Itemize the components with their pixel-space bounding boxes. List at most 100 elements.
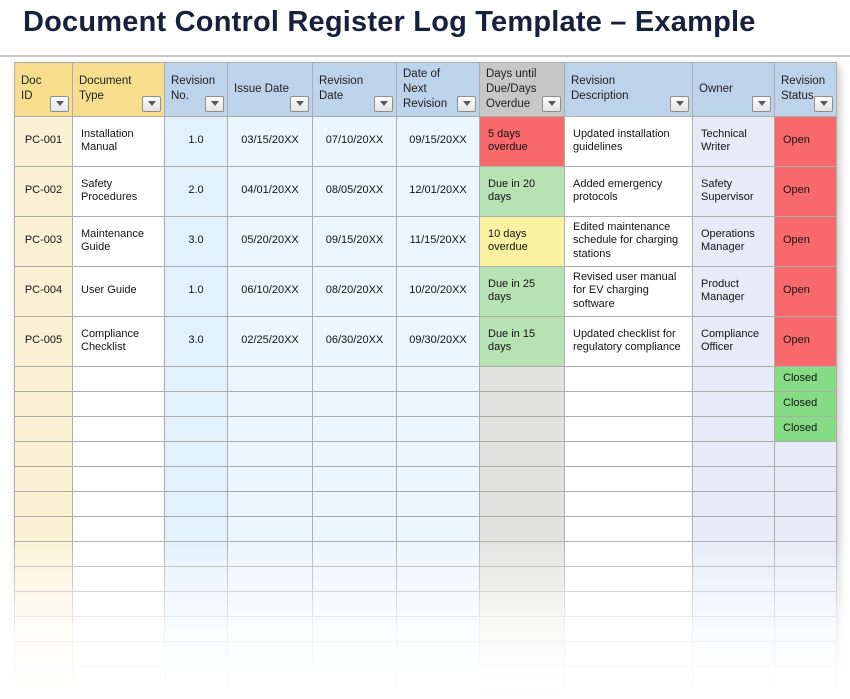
- cell-next-revision[interactable]: [396, 615, 480, 642]
- cell-document-type[interactable]: [72, 390, 165, 417]
- cell-revision-date[interactable]: [312, 390, 397, 417]
- cell-revision-no[interactable]: [164, 565, 228, 592]
- cell-description[interactable]: Updated checklist for regulatory complia…: [564, 315, 693, 367]
- cell-days-until[interactable]: Due in 25 days: [479, 265, 565, 317]
- cell-next-revision[interactable]: 09/15/20XX: [396, 115, 480, 167]
- cell-next-revision[interactable]: [396, 440, 480, 467]
- cell-owner[interactable]: Compliance Officer: [692, 315, 775, 367]
- cell-owner[interactable]: [692, 440, 775, 467]
- cell-document-type[interactable]: [72, 515, 165, 542]
- cell-document-type[interactable]: [72, 540, 165, 567]
- cell-owner[interactable]: [692, 515, 775, 542]
- cell-issue-date[interactable]: [227, 565, 313, 592]
- cell-document-type[interactable]: [72, 415, 165, 442]
- filter-dropdown-button[interactable]: [670, 95, 689, 112]
- cell-revision-no[interactable]: 3.0: [164, 215, 228, 267]
- cell-document-type[interactable]: Compliance Checklist: [72, 315, 165, 367]
- cell-doc-id[interactable]: [14, 365, 73, 392]
- cell-issue-date[interactable]: [227, 390, 313, 417]
- cell-doc-id[interactable]: [14, 615, 73, 642]
- cell-description[interactable]: Updated installation guidelines: [564, 115, 693, 167]
- cell-revision-no[interactable]: [164, 440, 228, 467]
- cell-doc-id[interactable]: [14, 465, 73, 492]
- cell-document-type[interactable]: [72, 465, 165, 492]
- cell-revision-no[interactable]: [164, 615, 228, 642]
- cell-revision-status[interactable]: [774, 565, 837, 592]
- cell-doc-id[interactable]: [14, 515, 73, 542]
- cell-revision-date[interactable]: [312, 615, 397, 642]
- filter-dropdown-button[interactable]: [457, 95, 476, 112]
- cell-description[interactable]: [564, 365, 693, 392]
- cell-description[interactable]: [564, 465, 693, 492]
- cell-next-revision[interactable]: [396, 365, 480, 392]
- cell-issue-date[interactable]: [227, 665, 313, 692]
- cell-revision-status[interactable]: [774, 540, 837, 567]
- cell-doc-id[interactable]: [14, 565, 73, 592]
- cell-revision-no[interactable]: 1.0: [164, 115, 228, 167]
- cell-description[interactable]: [564, 440, 693, 467]
- cell-days-until[interactable]: [479, 615, 565, 642]
- cell-document-type[interactable]: User Guide: [72, 265, 165, 317]
- cell-issue-date[interactable]: [227, 440, 313, 467]
- column-header-next-revision[interactable]: Date of Next Revision: [396, 62, 480, 117]
- cell-days-until[interactable]: 10 days overdue: [479, 215, 565, 267]
- cell-issue-date[interactable]: [227, 590, 313, 617]
- cell-revision-status[interactable]: Closed: [774, 365, 837, 392]
- cell-issue-date[interactable]: [227, 540, 313, 567]
- cell-days-until[interactable]: [479, 540, 565, 567]
- filter-dropdown-button[interactable]: [205, 95, 224, 112]
- cell-owner[interactable]: [692, 615, 775, 642]
- cell-revision-status[interactable]: Open: [774, 265, 837, 317]
- cell-issue-date[interactable]: 03/15/20XX: [227, 115, 313, 167]
- cell-revision-no[interactable]: [164, 465, 228, 492]
- cell-issue-date[interactable]: [227, 640, 313, 667]
- column-header-doc-id[interactable]: Doc ID: [14, 62, 73, 117]
- filter-dropdown-button[interactable]: [542, 95, 561, 112]
- cell-issue-date[interactable]: 05/20/20XX: [227, 215, 313, 267]
- cell-description[interactable]: [564, 665, 693, 692]
- cell-revision-no[interactable]: [164, 415, 228, 442]
- cell-revision-no[interactable]: 1.0: [164, 265, 228, 317]
- filter-dropdown-button[interactable]: [814, 95, 833, 112]
- cell-days-until[interactable]: [479, 440, 565, 467]
- cell-days-until[interactable]: [479, 590, 565, 617]
- cell-issue-date[interactable]: [227, 465, 313, 492]
- cell-owner[interactable]: [692, 415, 775, 442]
- cell-next-revision[interactable]: 11/15/20XX: [396, 215, 480, 267]
- cell-revision-no[interactable]: [164, 365, 228, 392]
- cell-owner[interactable]: [692, 465, 775, 492]
- cell-description[interactable]: [564, 540, 693, 567]
- cell-revision-status[interactable]: Closed: [774, 390, 837, 417]
- cell-document-type[interactable]: [72, 615, 165, 642]
- cell-document-type[interactable]: Maintenance Guide: [72, 215, 165, 267]
- cell-description[interactable]: [564, 490, 693, 517]
- cell-issue-date[interactable]: [227, 615, 313, 642]
- cell-document-type[interactable]: [72, 565, 165, 592]
- cell-issue-date[interactable]: [227, 515, 313, 542]
- cell-revision-date[interactable]: [312, 365, 397, 392]
- cell-issue-date[interactable]: 04/01/20XX: [227, 165, 313, 217]
- cell-next-revision[interactable]: [396, 490, 480, 517]
- cell-revision-no[interactable]: [164, 590, 228, 617]
- cell-days-until[interactable]: 5 days overdue: [479, 115, 565, 167]
- cell-revision-date[interactable]: [312, 565, 397, 592]
- cell-description[interactable]: [564, 390, 693, 417]
- cell-description[interactable]: [564, 590, 693, 617]
- cell-revision-date[interactable]: [312, 465, 397, 492]
- cell-document-type[interactable]: [72, 590, 165, 617]
- cell-owner[interactable]: [692, 490, 775, 517]
- cell-doc-id[interactable]: [14, 415, 73, 442]
- cell-doc-id[interactable]: [14, 440, 73, 467]
- cell-revision-no[interactable]: [164, 490, 228, 517]
- cell-issue-date[interactable]: [227, 490, 313, 517]
- cell-revision-status[interactable]: [774, 665, 837, 692]
- cell-revision-status[interactable]: Open: [774, 215, 837, 267]
- cell-revision-status[interactable]: [774, 640, 837, 667]
- cell-days-until[interactable]: [479, 665, 565, 692]
- cell-revision-status[interactable]: [774, 490, 837, 517]
- cell-revision-no[interactable]: [164, 390, 228, 417]
- column-header-days-until[interactable]: Days until Due/Days Overdue: [479, 62, 565, 117]
- cell-doc-id[interactable]: [14, 490, 73, 517]
- column-header-revision-status[interactable]: Revision Status: [774, 62, 837, 117]
- cell-description[interactable]: [564, 415, 693, 442]
